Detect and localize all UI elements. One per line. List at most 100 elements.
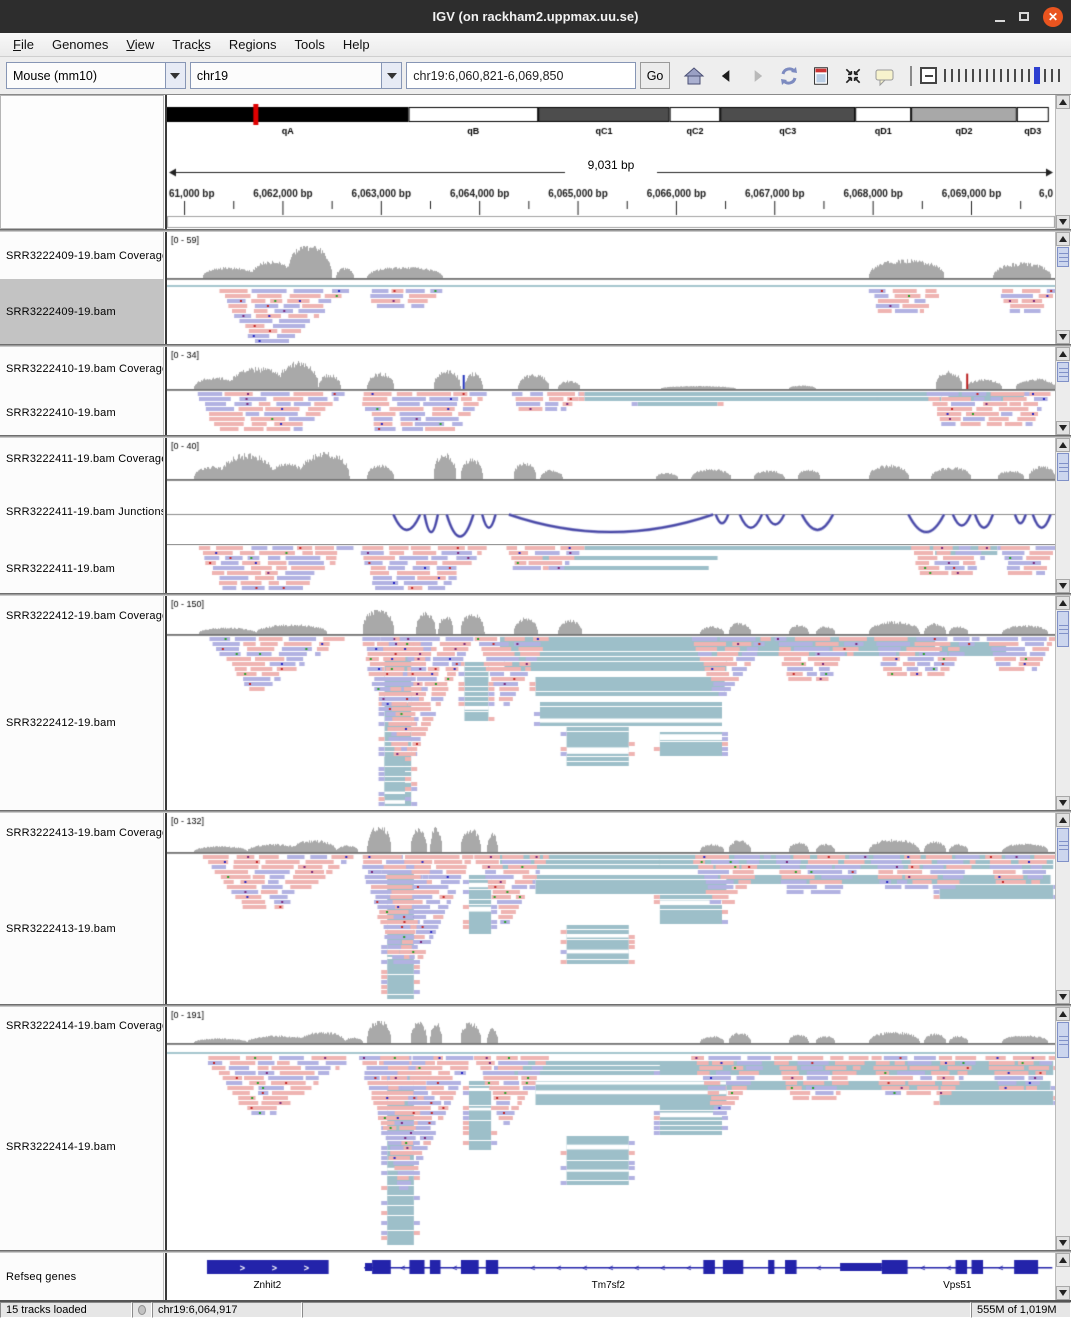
reads-canvas-SRR3222414[interactable] <box>167 1044 1055 1250</box>
reads-canvas-SRR3222412[interactable] <box>167 635 1055 810</box>
vertical-scrollbar[interactable] <box>1055 596 1070 810</box>
zoom-tick[interactable] <box>979 69 982 82</box>
scrollbar-thumb[interactable] <box>1057 247 1069 268</box>
chromosome-select[interactable]: chr19 <box>189 62 403 89</box>
genome-select[interactable]: Mouse (mm10) <box>6 62 186 89</box>
junc-canvas-SRR3222411[interactable] <box>167 480 1055 544</box>
zoom-slider[interactable] <box>920 67 1065 84</box>
scroll-up-icon[interactable] <box>1056 1253 1070 1267</box>
track-label-SRR3222413-1[interactable]: SRR3222413-19.bam <box>0 853 163 1004</box>
cov-canvas-SRR3222409[interactable] <box>167 232 1055 279</box>
menu-file[interactable]: File <box>13 37 34 52</box>
track-label-SRR3222410-0[interactable]: SRR3222410-19.bam Coverage <box>0 347 163 390</box>
track-label-SRR3222412-0[interactable]: SRR3222412-19.bam Coverage <box>0 596 163 635</box>
memory-status[interactable]: 555M of 1,019M <box>971 1302 1071 1318</box>
track-label-SRR3222411-0[interactable]: SRR3222411-19.bam Coverage <box>0 438 163 480</box>
tooltip-icon[interactable] <box>870 63 898 89</box>
vertical-scrollbar[interactable] <box>1055 1007 1070 1250</box>
scrollbar-thumb[interactable] <box>1057 1022 1069 1058</box>
forward-icon[interactable] <box>744 63 772 89</box>
reads-canvas-SRR3222411[interactable] <box>167 544 1055 593</box>
chevron-down-icon[interactable] <box>381 63 402 88</box>
scrollbar-thumb[interactable] <box>1057 453 1069 481</box>
scroll-down-icon[interactable] <box>1056 421 1070 435</box>
zoom-tick[interactable] <box>1058 69 1061 82</box>
reads-canvas-SRR3222413[interactable] <box>167 853 1055 1004</box>
cov-canvas-SRR3222414[interactable] <box>167 1007 1055 1044</box>
scroll-up-icon[interactable] <box>1056 347 1070 361</box>
menu-genomes[interactable]: Genomes <box>51 37 109 52</box>
cov-canvas-SRR3222413[interactable] <box>167 813 1055 853</box>
zoom-out-icon[interactable] <box>920 67 938 84</box>
reads-canvas-SRR3222409[interactable] <box>167 279 1055 344</box>
zoom-tick[interactable] <box>1007 69 1010 82</box>
scrollbar-thumb[interactable] <box>1057 611 1069 647</box>
minimize-button[interactable] <box>995 19 1005 22</box>
close-button[interactable]: ✕ <box>1043 6 1063 27</box>
vertical-scrollbar[interactable] <box>1055 95 1070 229</box>
vertical-scrollbar[interactable] <box>1055 1253 1070 1300</box>
zoom-tick[interactable] <box>958 69 961 82</box>
locus-input[interactable] <box>406 62 636 89</box>
vertical-scrollbar[interactable] <box>1055 813 1070 1004</box>
zoom-tick[interactable] <box>1051 69 1054 82</box>
scroll-down-icon[interactable] <box>1056 1236 1070 1250</box>
panel-separator[interactable] <box>0 1250 1071 1253</box>
menu-view[interactable]: View <box>126 37 155 52</box>
panel-separator[interactable] <box>0 1004 1071 1007</box>
back-icon[interactable] <box>712 63 740 89</box>
panel-separator[interactable] <box>0 229 1071 232</box>
fit-to-window-icon[interactable] <box>839 63 867 89</box>
zoom-slider-thumb[interactable] <box>1034 67 1041 84</box>
chevron-down-icon[interactable] <box>164 63 185 88</box>
menu-tracks[interactable]: Tracks <box>172 37 211 52</box>
scroll-up-icon[interactable] <box>1056 438 1070 452</box>
zoom-tick[interactable] <box>1014 69 1017 82</box>
panel-separator[interactable] <box>0 344 1071 347</box>
panel-separator[interactable] <box>0 810 1071 813</box>
zoom-tick[interactable] <box>1028 69 1031 82</box>
scroll-down-icon[interactable] <box>1056 579 1070 593</box>
zoom-tick[interactable] <box>993 69 996 82</box>
region-tool-icon[interactable] <box>807 63 835 89</box>
reads-canvas-SRR3222410[interactable] <box>167 390 1055 435</box>
scrollbar-thumb[interactable] <box>1057 828 1069 863</box>
zoom-tick[interactable] <box>1000 69 1003 82</box>
zoom-tick[interactable] <box>1021 69 1024 82</box>
zoom-tick[interactable] <box>951 69 954 82</box>
scroll-up-icon[interactable] <box>1056 95 1070 109</box>
track-label-SRR3222409-1[interactable]: SRR3222409-19.bam <box>0 279 163 344</box>
zoom-tick[interactable] <box>1044 69 1047 82</box>
track-label-SRR3222409-0[interactable]: SRR3222409-19.bam Coverage <box>0 232 163 279</box>
panel-separator[interactable] <box>0 435 1071 438</box>
menu-tools[interactable]: Tools <box>294 37 325 52</box>
track-label-SRR3222411-2[interactable]: SRR3222411-19.bam <box>0 544 163 593</box>
vertical-scrollbar[interactable] <box>1055 438 1070 593</box>
scroll-up-icon[interactable] <box>1056 596 1070 610</box>
scrollbar-thumb[interactable] <box>1057 362 1069 382</box>
track-label-SRR3222413-0[interactable]: SRR3222413-19.bam Coverage <box>0 813 163 853</box>
track-label-SRR3222411-1[interactable]: SRR3222411-19.bam Junctions <box>0 480 163 544</box>
cov-canvas-SRR3222410[interactable] <box>167 347 1055 390</box>
maximize-button[interactable] <box>1019 12 1029 21</box>
home-icon[interactable] <box>680 63 708 89</box>
cov-canvas-SRR3222412[interactable] <box>167 596 1055 635</box>
scroll-down-icon[interactable] <box>1056 215 1070 229</box>
go-button[interactable]: Go <box>639 62 671 89</box>
zoom-tick[interactable] <box>986 69 989 82</box>
track-label-SRR3222414-0[interactable]: SRR3222414-19.bam Coverage <box>0 1007 163 1044</box>
panel-separator[interactable] <box>0 593 1071 596</box>
track-label-SRR3222410-1[interactable]: SRR3222410-19.bam <box>0 390 163 435</box>
genes-canvas-refseq[interactable] <box>167 1253 1055 1300</box>
scroll-down-icon[interactable] <box>1056 990 1070 1004</box>
menu-regions[interactable]: Regions <box>228 37 277 52</box>
refresh-icon[interactable] <box>775 63 803 89</box>
track-label-SRR3222412-1[interactable]: SRR3222412-19.bam <box>0 635 163 810</box>
vertical-scrollbar[interactable] <box>1055 347 1070 435</box>
cov-canvas-SRR3222411[interactable] <box>167 438 1055 480</box>
track-label-SRR3222414-1[interactable]: SRR3222414-19.bam <box>0 1044 163 1250</box>
vertical-scrollbar[interactable] <box>1055 232 1070 344</box>
menu-help[interactable]: Help <box>342 37 370 52</box>
scroll-down-icon[interactable] <box>1056 796 1070 810</box>
zoom-tick[interactable] <box>972 69 975 82</box>
